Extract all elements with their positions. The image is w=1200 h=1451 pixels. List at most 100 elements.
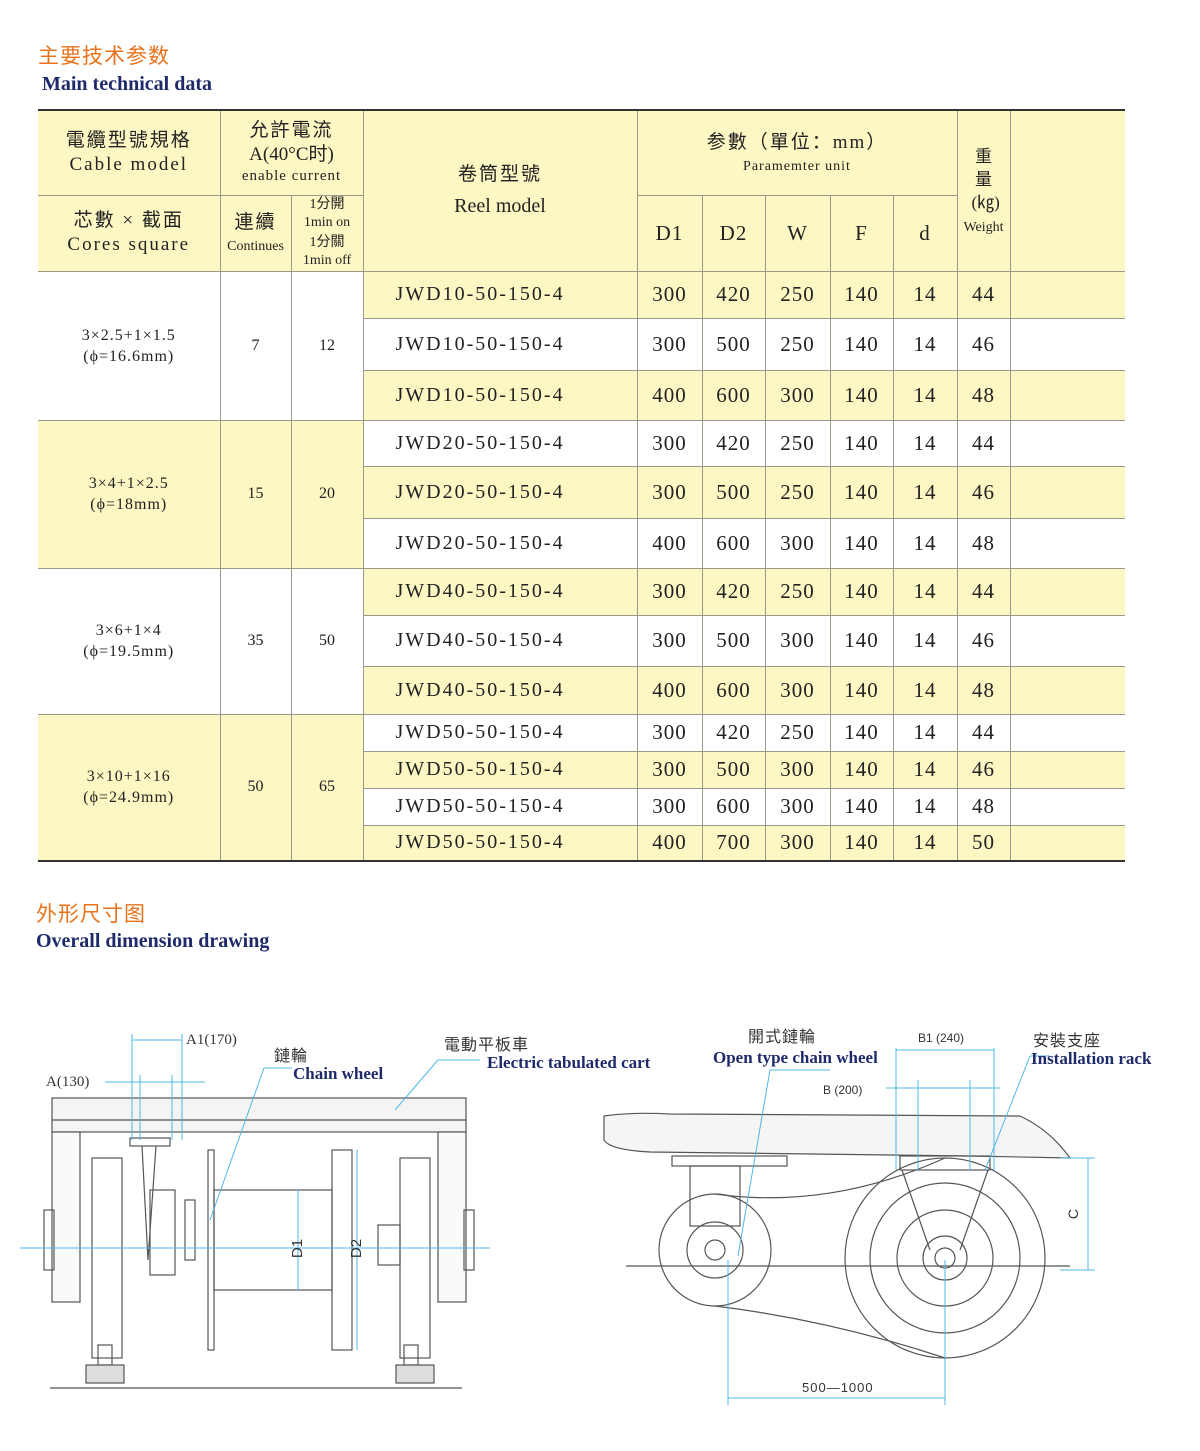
d1-cell: 300 (636, 270, 703, 319)
d1-cell: 400 (636, 824, 703, 862)
d-cell: 14 (892, 750, 958, 789)
header-continues: 連續 Continues (219, 194, 292, 272)
weight-cell: 44 (956, 419, 1011, 467)
reel-model-cell: JWD20-50-150-4 (363, 465, 638, 519)
d-cell: 14 (892, 465, 958, 519)
header-cable-model: 電纜型號規格 Cable model (38, 109, 221, 196)
cable-cable: 3×6+1×4 (95, 622, 162, 639)
reel-model-cell: JWD10-50-150-4 (363, 317, 638, 371)
table-row: JWD50-50-150-4 400 700 300 140 14 50 (38, 824, 1125, 862)
d-cell: 14 (892, 713, 958, 752)
d1-cell: 300 (636, 317, 703, 371)
weight-cell: 48 (956, 787, 1011, 826)
w-cell: 250 (764, 465, 831, 519)
dim-a1: A1(170) (186, 1032, 237, 1048)
dim-b: B (200) (823, 1083, 863, 1097)
table-row: JWD20-50-150-4 300 500 250 140 14 46 (38, 465, 1125, 519)
header-col-d2: D2 (701, 194, 766, 272)
blank-cell (1009, 567, 1125, 616)
blank-cell (1009, 517, 1125, 569)
reel-model-cell: JWD20-50-150-4 (363, 517, 638, 569)
reel-model-cell: JWD50-50-150-4 (363, 750, 638, 789)
w-cell: 300 (764, 517, 831, 569)
table-row: JWD50-50-150-4 300 600 300 140 14 48 (38, 787, 1125, 826)
weight-cell: 46 (956, 317, 1011, 371)
d-cell: 14 (892, 517, 958, 569)
weight-cell: 44 (956, 713, 1011, 752)
w-cell: 300 (764, 614, 831, 667)
header-cores-square: 芯數 × 截面 Cores square (38, 194, 221, 272)
header-intermittent: 1分開 1min on 1分關 1min off (290, 194, 364, 272)
d2-cell: 420 (701, 270, 766, 319)
d2-cell: 600 (701, 517, 766, 569)
d1-cell: 400 (636, 369, 703, 421)
table-row: JWD40-50-150-4 300 500 300 140 14 46 (38, 614, 1125, 667)
dim-b1: B1 (240) (918, 1031, 965, 1045)
open-chain-wheel-label-en: Open type chain wheel (713, 1048, 878, 1067)
blank-cell (1009, 824, 1125, 862)
f-cell: 140 (829, 465, 894, 519)
header-col-d: d (892, 194, 958, 272)
reel-model-cell: JWD10-50-150-4 (362, 270, 638, 319)
blank-cell (1009, 419, 1125, 467)
weight-cell: 48 (956, 665, 1011, 715)
cable-cable: 3×10+1×16 (86, 768, 171, 786)
cable-phi: (ϕ=16.6mm) (83, 347, 175, 365)
f-cell: 140 (829, 750, 894, 789)
d-cell: 14 (892, 567, 958, 616)
d1-cell: 400 (636, 517, 703, 569)
dim-a: A(130) (46, 1074, 90, 1090)
table-row: JWD20-50-150-4 400 600 300 140 14 48 (38, 517, 1125, 569)
w-cell: 250 (764, 270, 831, 319)
w-cell: 300 (764, 369, 831, 421)
installation-rack-label-en: Installation rack (1031, 1049, 1152, 1068)
w-cell: 300 (764, 750, 831, 789)
w-cell: 250 (764, 317, 831, 371)
d-cell: 14 (892, 317, 958, 371)
reel-model-cell: JWD10-50-150-4 (363, 369, 638, 421)
cart-label-cn: 電動平板車 (444, 1035, 530, 1054)
d2-cell: 700 (701, 824, 766, 862)
dim-span: 500—1000 (802, 1380, 874, 1395)
dim-c: C (1065, 1208, 1082, 1220)
d-cell: 14 (892, 787, 958, 826)
header-col-d1: D1 (636, 194, 703, 272)
continuous-current-cell: 15 (219, 419, 292, 569)
d-cell: 14 (892, 824, 958, 862)
cable-spec-cell: 3×2.5+1×1.5 (ϕ=16.6mm) (38, 270, 221, 421)
table-row: 3×10+1×16 (ϕ=24.9mm) 50 65 JWD50-50-150-4 300… (38, 713, 1125, 862)
d2-cell: 500 (701, 465, 766, 519)
section2-title-en: Overall dimension drawing (36, 930, 270, 952)
d1-cell: 300 (636, 713, 703, 752)
d-cell: 14 (892, 614, 958, 667)
header-enable-current: 允許電流 A(40°C时) enable current (219, 109, 364, 196)
header-reel-model: 卷筒型號 Reel model (362, 109, 638, 272)
w-cell: 250 (764, 713, 831, 752)
chain-wheel-label-en: Chain wheel (293, 1064, 384, 1083)
section2-title-cn: 外形尺寸图 (36, 902, 146, 926)
d2-cell: 420 (701, 419, 766, 467)
d1-cell: 300 (636, 465, 703, 519)
weight-cell: 46 (956, 614, 1011, 667)
cable-cable: 3×2.5+1×1.5 (81, 326, 176, 344)
f-cell: 140 (829, 567, 894, 616)
w-cell: 300 (764, 824, 831, 862)
f-cell: 140 (829, 713, 894, 752)
intermittent-current-cell: 65 (290, 713, 364, 862)
table-row: 3×2.5+1×1.5 (ϕ=16.6mm) 7 12 JWD10-50-150-4 30… (38, 270, 1125, 421)
d-cell: 14 (892, 270, 958, 319)
header-col-f: F (829, 194, 894, 272)
d2-cell: 600 (701, 369, 766, 421)
f-cell: 140 (829, 317, 894, 371)
f-cell: 140 (829, 369, 894, 421)
blank-cell (1009, 787, 1125, 826)
d2-cell: 600 (701, 665, 766, 715)
blank-cell (1009, 317, 1125, 371)
f-cell: 140 (829, 824, 894, 862)
continuous-current-cell: 50 (219, 713, 292, 862)
continuous-current-cell: 35 (219, 567, 292, 715)
w-cell: 300 (764, 787, 831, 826)
f-cell: 140 (829, 270, 894, 319)
d-cell: 14 (892, 369, 958, 421)
d1-cell: 300 (636, 614, 703, 667)
